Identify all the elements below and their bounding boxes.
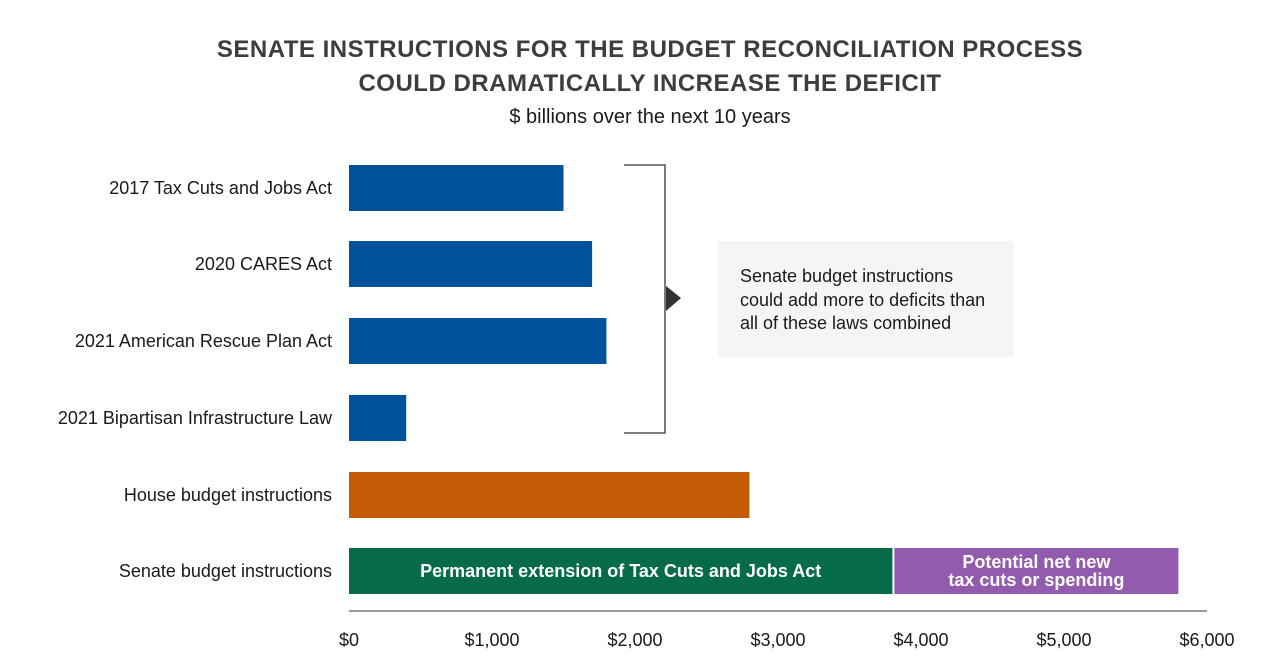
bar bbox=[349, 165, 564, 211]
category-label: 2017 Tax Cuts and Jobs Act bbox=[109, 178, 332, 198]
bracket-pointer-icon bbox=[666, 286, 681, 311]
callout-box: Senate budget instructions could add mor… bbox=[718, 241, 1014, 357]
segment-label: tax cuts or spending bbox=[948, 570, 1124, 590]
segment-label: Permanent extension of Tax Cuts and Jobs… bbox=[420, 561, 821, 581]
x-tick-label: $6,000 bbox=[1179, 630, 1234, 650]
bar-segment-permanent-extension bbox=[349, 548, 893, 594]
bar bbox=[349, 395, 407, 441]
bar bbox=[349, 318, 607, 364]
category-label: 2020 CARES Act bbox=[195, 254, 332, 274]
category-label: House budget instructions bbox=[124, 485, 332, 505]
chart-subtitle: $ billions over the next 10 years bbox=[509, 106, 791, 128]
segment-label: Potential net new bbox=[962, 552, 1111, 572]
chart-title-line-1: SENATE INSTRUCTIONS FOR THE BUDGET RECON… bbox=[216, 36, 1084, 63]
x-tick-label: $0 bbox=[339, 630, 359, 650]
category-label: Senate budget instructions bbox=[119, 561, 332, 581]
bar bbox=[349, 241, 593, 287]
x-tick-label: $3,000 bbox=[750, 630, 805, 650]
bar-segment-net-new bbox=[894, 548, 1179, 594]
x-tick-label: $2,000 bbox=[607, 630, 662, 650]
category-label: 2021 American Rescue Plan Act bbox=[75, 331, 332, 351]
category-label: 2021 Bipartisan Infrastructure Law bbox=[58, 408, 333, 428]
bar bbox=[349, 472, 750, 518]
x-tick-label: $1,000 bbox=[464, 630, 519, 650]
x-tick-label: $5,000 bbox=[1036, 630, 1091, 650]
chart-title-line-2: COULD DRAMATICALLY INCREASE THE DEFICIT bbox=[358, 70, 942, 97]
bracket bbox=[624, 164, 666, 434]
x-tick-label: $4,000 bbox=[893, 630, 948, 650]
